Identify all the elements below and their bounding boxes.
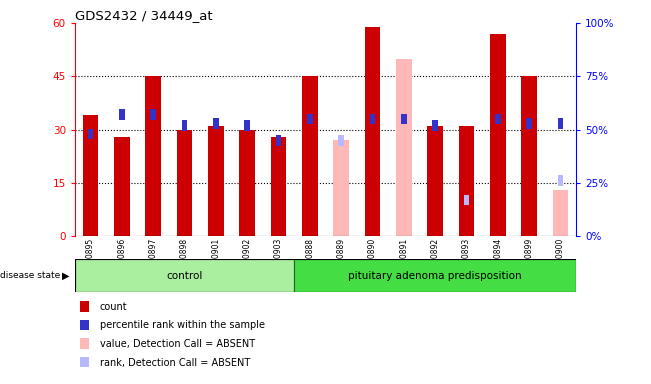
- Bar: [80, 357, 89, 367]
- Text: GDS2432 / 34449_at: GDS2432 / 34449_at: [75, 9, 212, 22]
- Bar: [271, 137, 286, 236]
- Bar: [145, 76, 161, 236]
- Text: ▶: ▶: [62, 270, 70, 281]
- Bar: [558, 175, 563, 186]
- Bar: [432, 120, 438, 131]
- Text: control: control: [166, 270, 202, 281]
- Bar: [75, 259, 294, 292]
- Bar: [88, 129, 93, 139]
- Bar: [526, 118, 532, 129]
- Bar: [119, 109, 125, 120]
- Bar: [244, 120, 250, 131]
- Bar: [80, 338, 89, 349]
- Bar: [495, 114, 501, 124]
- Bar: [396, 58, 411, 236]
- Bar: [83, 115, 98, 236]
- Bar: [365, 26, 380, 236]
- Bar: [294, 259, 576, 292]
- Bar: [339, 135, 344, 146]
- Text: disease state: disease state: [0, 271, 61, 280]
- Bar: [333, 140, 349, 236]
- Bar: [80, 301, 89, 312]
- Bar: [176, 129, 192, 236]
- Bar: [370, 114, 376, 124]
- Bar: [213, 118, 219, 129]
- Bar: [208, 126, 224, 236]
- Text: value, Detection Call = ABSENT: value, Detection Call = ABSENT: [100, 339, 255, 349]
- Bar: [427, 126, 443, 236]
- Bar: [182, 120, 187, 131]
- Bar: [401, 114, 407, 124]
- Bar: [80, 320, 89, 330]
- Bar: [150, 109, 156, 120]
- Bar: [114, 137, 130, 236]
- Bar: [558, 118, 563, 129]
- Text: rank, Detection Call = ABSENT: rank, Detection Call = ABSENT: [100, 358, 250, 367]
- Bar: [275, 135, 281, 146]
- Bar: [307, 114, 312, 124]
- Bar: [302, 76, 318, 236]
- Text: percentile rank within the sample: percentile rank within the sample: [100, 321, 265, 331]
- Bar: [464, 195, 469, 205]
- Bar: [459, 126, 475, 236]
- Bar: [490, 34, 506, 236]
- Bar: [553, 190, 568, 236]
- Bar: [521, 76, 537, 236]
- Text: pituitary adenoma predisposition: pituitary adenoma predisposition: [348, 270, 522, 281]
- Bar: [240, 129, 255, 236]
- Bar: [459, 126, 475, 236]
- Text: count: count: [100, 302, 128, 312]
